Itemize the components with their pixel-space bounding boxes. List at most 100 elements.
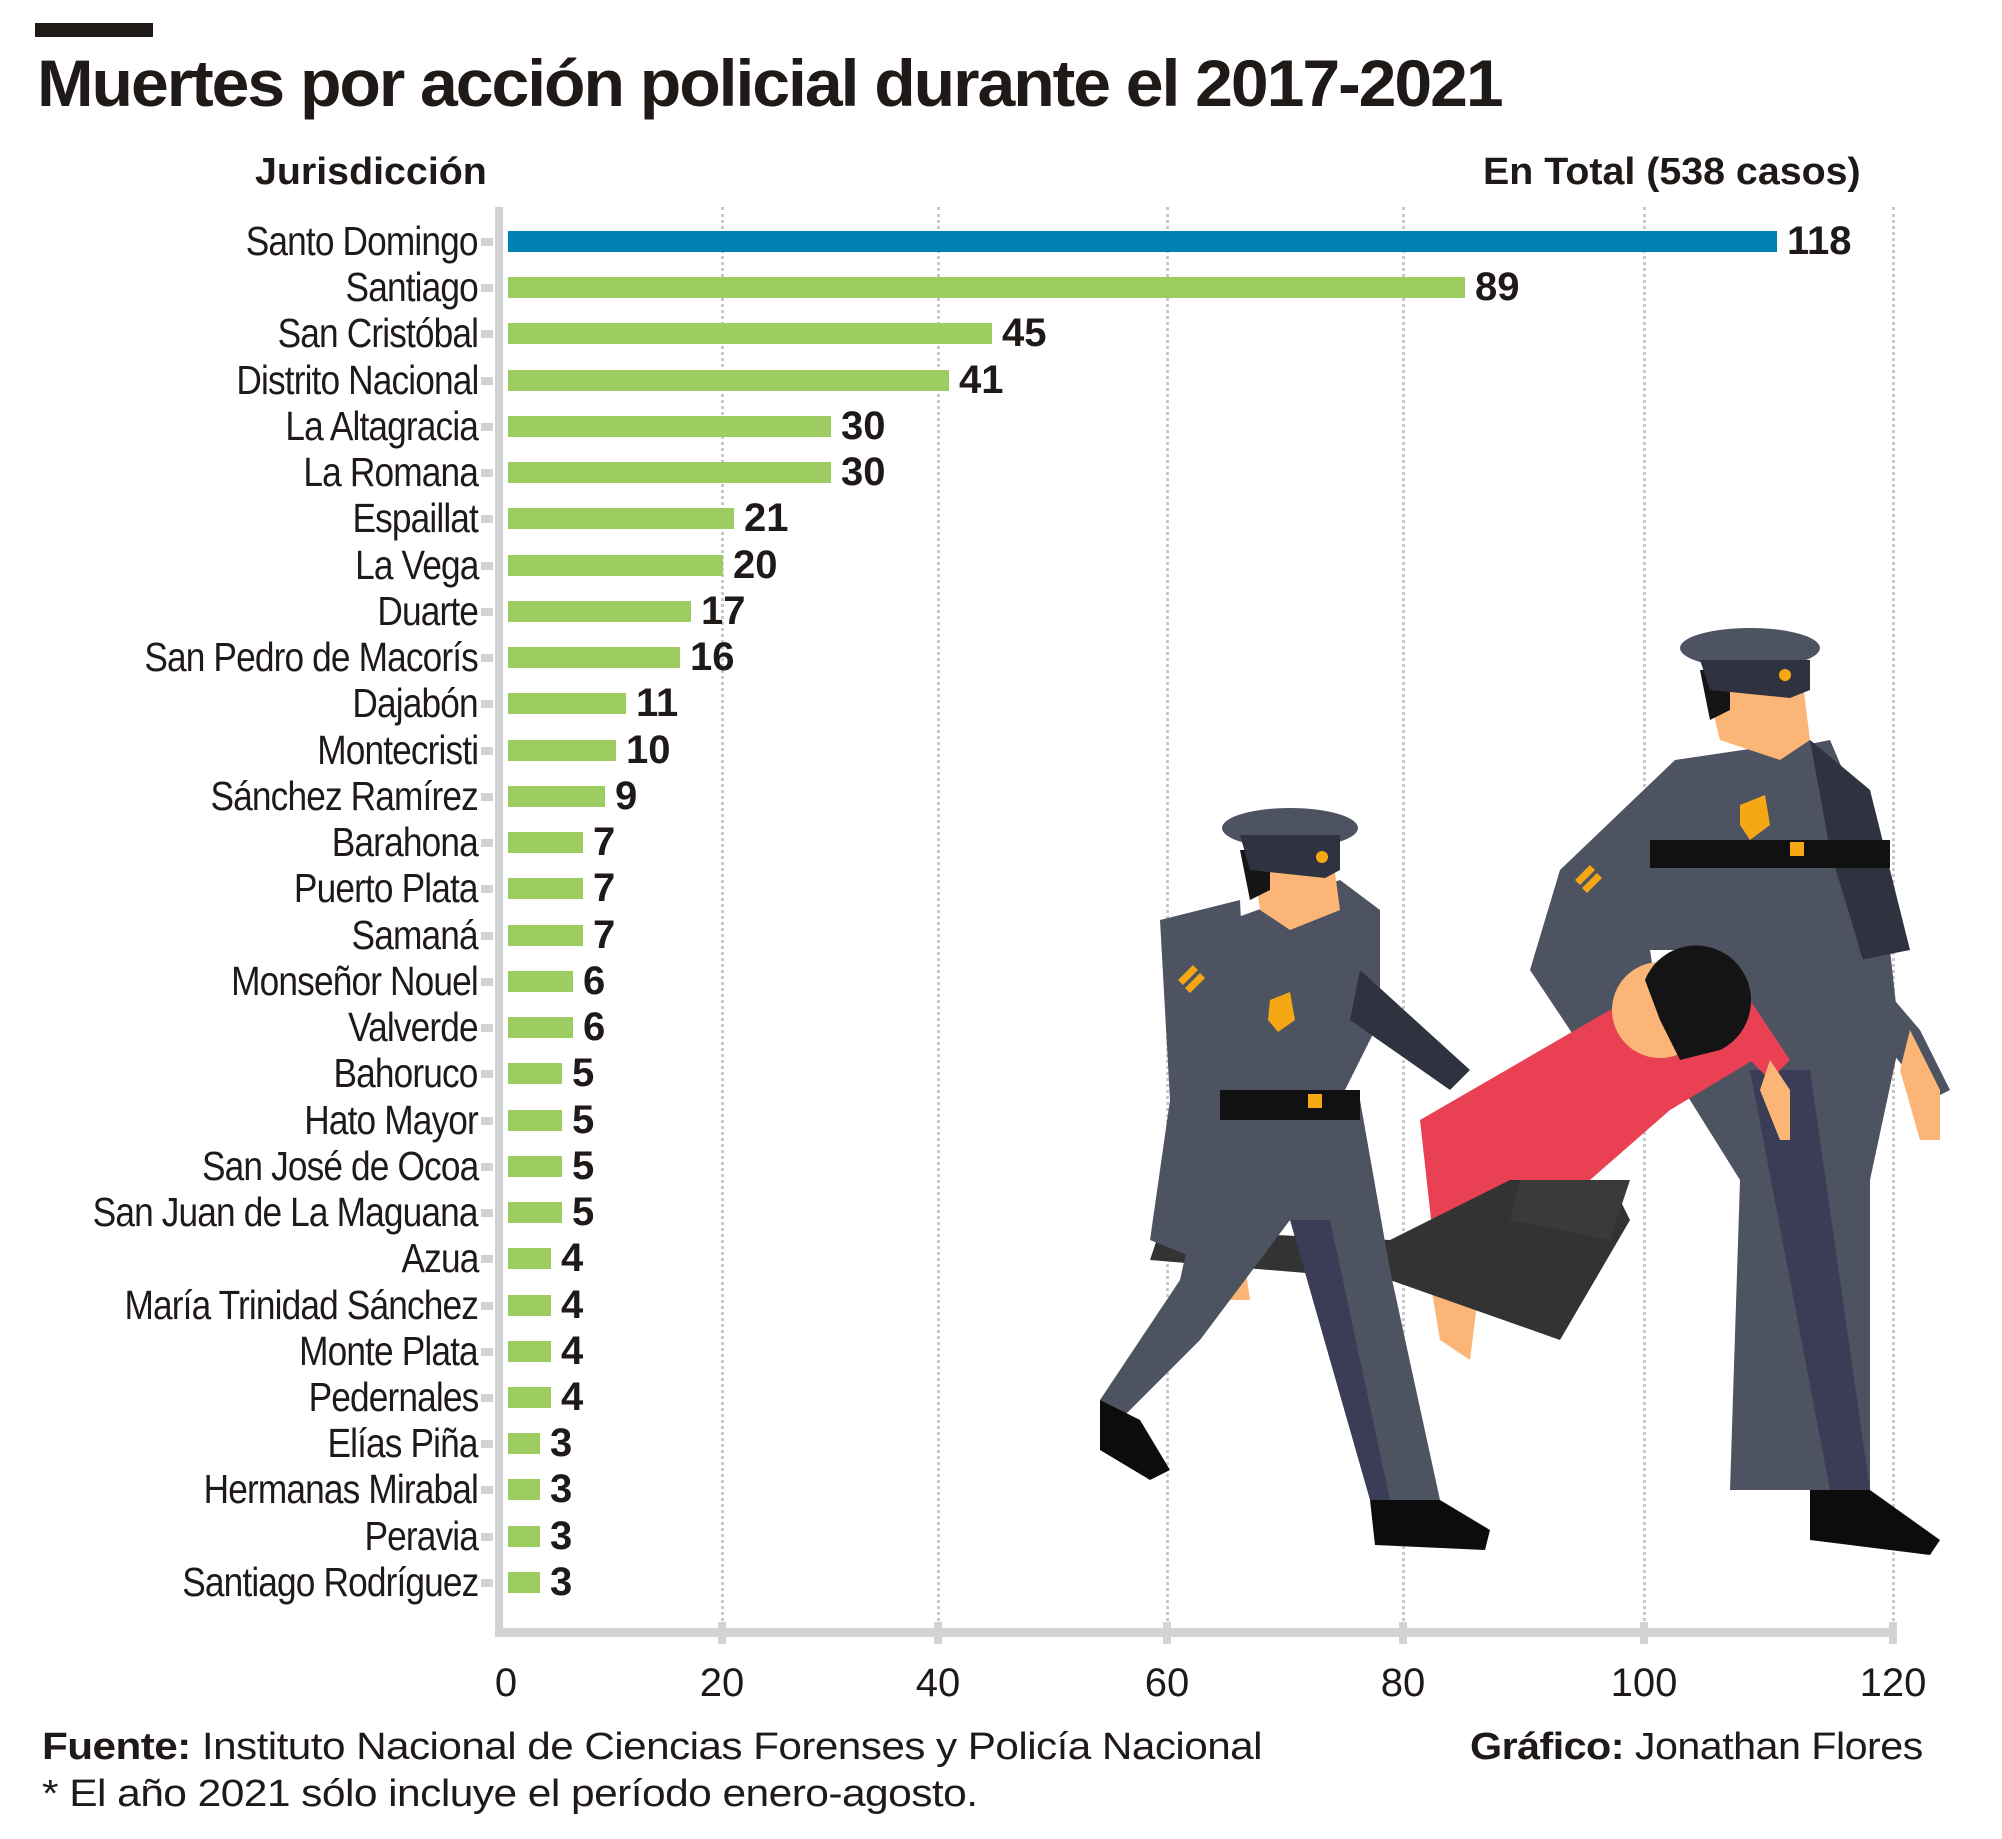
bar — [508, 323, 992, 345]
bar-row: Sánchez Ramírez 9 — [0, 773, 2002, 832]
category-label: Hato Mayor — [304, 1096, 479, 1143]
bar-value-label: 3 — [550, 1467, 573, 1512]
bar-value-label: 3 — [550, 1513, 573, 1558]
detained-man-figure — [1150, 945, 1790, 1360]
bar-value-label: 20 — [733, 542, 778, 587]
category-label: Duarte — [377, 587, 479, 634]
y-tick-mark — [481, 284, 493, 293]
bar — [508, 970, 573, 992]
bar — [508, 878, 583, 900]
bar-value-label: 9 — [615, 773, 638, 818]
category-label: Sánchez Ramírez — [210, 772, 479, 819]
bar-row: Hato Mayor 5 — [0, 1097, 2002, 1156]
bar-row: Duarte 17 — [0, 588, 2002, 647]
bar-row: Valverde 6 — [0, 1004, 2002, 1063]
bar-value-label: 89 — [1475, 265, 1520, 310]
source-label: Fuente: — [42, 1726, 191, 1768]
x-tick-label: 60 — [1144, 1661, 1190, 1705]
bar — [508, 1109, 562, 1131]
bar-row: San Juan de La Maguana 5 — [0, 1189, 2002, 1248]
category-label: Azua — [401, 1235, 479, 1282]
bar-row: Santiago Rodríguez 3 — [0, 1559, 2002, 1618]
bar — [508, 462, 831, 484]
category-label: San Juan de La Maguana — [93, 1189, 479, 1236]
bar-row: San Pedro de Macorís 16 — [0, 634, 2002, 693]
bar-row: Santiago 89 — [0, 264, 2002, 323]
gridline — [1402, 207, 1405, 1628]
bar-row: Pedernales 4 — [0, 1374, 2002, 1433]
bar-row: Peravia 3 — [0, 1513, 2002, 1572]
bar-row: La Altagracia 30 — [0, 403, 2002, 462]
bar-row: Barahona 7 — [0, 819, 2002, 878]
y-tick-mark — [481, 1532, 493, 1541]
source-note: Fuente: Instituto Nacional de Ciencias F… — [42, 1725, 1262, 1769]
bar-value-label: 4 — [561, 1236, 584, 1281]
category-label: Santo Domingo — [246, 218, 479, 264]
y-tick-mark — [481, 376, 493, 385]
x-tick-label: 100 — [1610, 1661, 1678, 1705]
chart-title: Muertes por acción policial durante el 2… — [37, 46, 1504, 120]
bar — [508, 1063, 562, 1085]
police-illustration — [1100, 628, 1950, 1555]
bar-row: Espaillat 21 — [0, 495, 2002, 554]
bar-row: Azua 4 — [0, 1235, 2002, 1294]
x-tick-mark — [1163, 1622, 1171, 1644]
category-label: Puerto Plata — [294, 865, 479, 912]
category-label: Montecristi — [316, 726, 479, 773]
y-tick-mark — [481, 839, 493, 848]
y-tick-mark — [481, 1024, 493, 1033]
x-tick-label: 0 — [494, 1661, 518, 1705]
y-tick-mark — [481, 1209, 493, 1218]
bar-value-label: 3 — [550, 1421, 573, 1466]
y-tick-mark — [481, 885, 493, 894]
x-tick-mark — [1640, 1622, 1648, 1644]
y-tick-mark — [481, 654, 493, 663]
bar-row: Distrito Nacional 41 — [0, 357, 2002, 416]
category-label: María Trinidad Sánchez — [124, 1281, 479, 1328]
y-tick-mark — [481, 1486, 493, 1495]
credit-label: Gráfico: — [1470, 1726, 1624, 1768]
bar — [508, 1571, 540, 1593]
bar-value-label: 5 — [572, 1051, 595, 1096]
bar-row: San Cristóbal 45 — [0, 310, 2002, 369]
bar-row: Bahoruco 5 — [0, 1050, 2002, 1109]
y-tick-mark — [481, 1347, 493, 1356]
bar-row: Monte Plata 4 — [0, 1328, 2002, 1387]
bar — [508, 554, 723, 576]
y-tick-mark — [481, 1394, 493, 1402]
bar — [508, 693, 626, 715]
bar — [508, 1433, 540, 1455]
source-text: Instituto Nacional de Ciencias Forenses … — [190, 1726, 1263, 1768]
bar-value-label: 5 — [572, 1190, 595, 1235]
category-label: Espaillat — [352, 495, 478, 542]
bar — [508, 739, 616, 761]
bar — [508, 785, 605, 807]
bar-row: Monseñor Nouel 6 — [0, 958, 2002, 1017]
bar — [508, 415, 831, 437]
bar — [508, 1525, 540, 1547]
x-tick-mark — [718, 1622, 726, 1644]
category-label: Pedernales — [308, 1374, 479, 1420]
y-tick-mark — [481, 931, 493, 940]
bar-value-label: 21 — [744, 496, 789, 541]
x-axis-line — [495, 1628, 1894, 1637]
bar-value-label: 4 — [561, 1375, 584, 1419]
bar — [508, 508, 734, 530]
bar-row: Hermanas Mirabal 3 — [0, 1466, 2002, 1525]
credit-text: Jonathan Flores — [1623, 1726, 1923, 1768]
bar — [508, 647, 680, 669]
bar-value-label: 6 — [583, 1005, 606, 1050]
title-accent-bar — [35, 23, 153, 37]
y-axis-line — [495, 207, 503, 1637]
y-tick-mark — [481, 792, 493, 801]
y-tick-mark — [481, 330, 493, 339]
bar-value-label: 3 — [550, 1559, 573, 1604]
gridline — [937, 207, 940, 1628]
y-tick-mark — [481, 700, 493, 709]
y-tick-mark — [481, 607, 493, 616]
bar-row: San José de Ocoa 5 — [0, 1143, 2002, 1202]
x-tick-label: 20 — [699, 1661, 745, 1705]
bar — [508, 1248, 551, 1270]
category-label: Elías Piña — [327, 1420, 479, 1467]
category-label: Valverde — [348, 1004, 479, 1051]
